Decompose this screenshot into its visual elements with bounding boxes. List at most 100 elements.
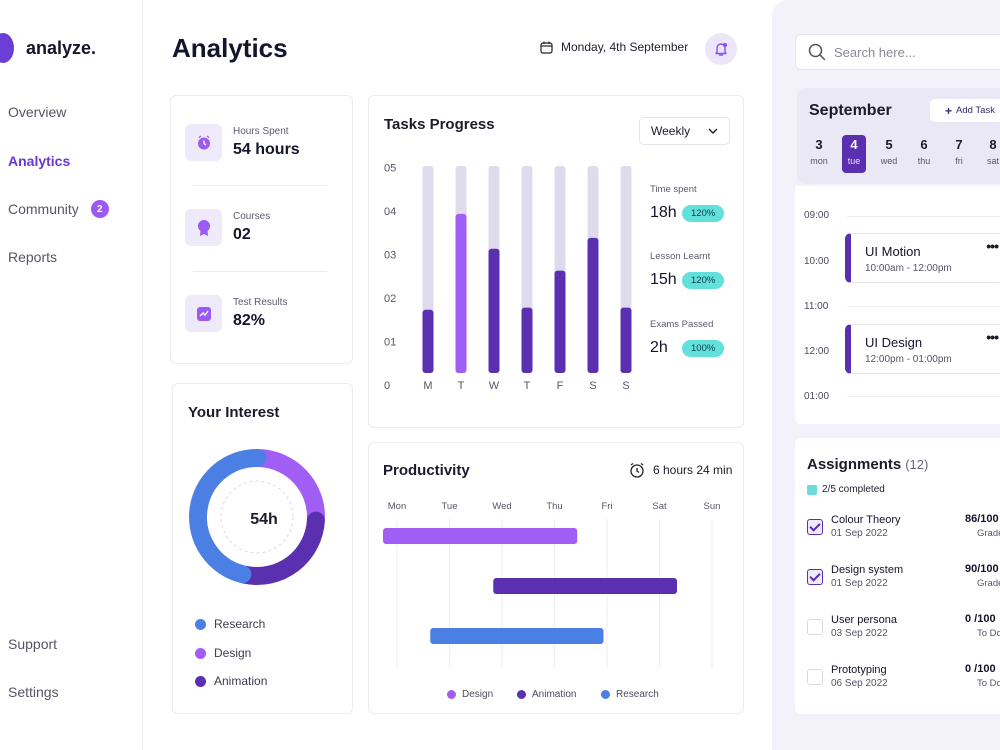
sidebar-item-community[interactable]: Community 2 xyxy=(8,200,109,218)
side-stat-label: Lesson Learnt xyxy=(650,251,711,262)
stats-card: Hours Spent 54 hours Courses 02 Test Resul… xyxy=(170,95,353,364)
bar[interactable] xyxy=(422,309,434,373)
donut-inner-ring xyxy=(220,480,294,554)
alarm-clock-icon xyxy=(630,462,644,478)
legend-item-design: Design xyxy=(195,646,251,660)
x-tick-label: T xyxy=(458,380,465,392)
event-title: UI Design xyxy=(865,335,923,350)
sidebar-item-label: Analytics xyxy=(8,153,71,169)
sidebar-item-settings[interactable]: Settings xyxy=(8,684,59,700)
side-stat-label: Time spent xyxy=(650,184,697,195)
bar[interactable] xyxy=(554,270,566,373)
sidebar-item-overview[interactable]: Overview xyxy=(8,104,66,120)
divider xyxy=(193,185,327,186)
chevron-down-icon xyxy=(708,128,718,134)
sidebar-item-reports[interactable]: Reports xyxy=(8,249,57,265)
sidebar-item-analytics[interactable]: Analytics xyxy=(8,153,70,169)
date-display[interactable]: Monday, 4th September xyxy=(540,40,688,54)
assignment-checkbox[interactable] xyxy=(807,569,823,585)
sidebar-item-label: Support xyxy=(8,636,58,652)
assignment-row[interactable]: Colour Theory 01 Sep 2022 86/100 Grade xyxy=(807,513,1000,553)
assignment-grade: 0 /100 xyxy=(965,663,996,675)
productivity-title: Productivity xyxy=(383,462,470,479)
x-tick-label: M xyxy=(423,380,432,392)
range-bar[interactable] xyxy=(430,628,604,644)
assignment-checkbox[interactable] xyxy=(807,669,823,685)
calendar-day-selected[interactable]: 4 tue xyxy=(842,135,866,173)
y-tick-label: 04 xyxy=(384,206,396,218)
interest-title: Your Interest xyxy=(188,404,280,421)
assignment-date: 01 Sep 2022 xyxy=(831,528,888,539)
donut-slice[interactable] xyxy=(189,449,267,584)
stat-label: Hours Spent xyxy=(233,126,289,137)
day-number: 6 xyxy=(920,137,928,152)
productivity-time: 6 hours 24 min xyxy=(629,462,732,478)
assignment-row[interactable]: Design system 01 Sep 2022 90/100 Grade xyxy=(807,563,1000,603)
assignment-checkbox[interactable] xyxy=(807,619,823,635)
calendar-day[interactable]: 6 thu xyxy=(912,135,936,173)
stat-exams-passed: Exams Passed 2h 100% xyxy=(650,319,725,357)
assignment-grade: 0 /100 xyxy=(965,613,996,625)
badge-icon xyxy=(185,209,222,246)
bar[interactable] xyxy=(587,237,599,373)
day-name: fri xyxy=(955,156,963,166)
legend-dot xyxy=(195,675,206,687)
tasks-bar-chart: 0 01 02 03 04 05 M T W T F S S xyxy=(384,163,632,392)
assignment-status: Grade xyxy=(977,578,1000,589)
assignment-row[interactable]: User persona 03 Sep 2022 0 /100 To Do xyxy=(807,613,1000,653)
legend-dot xyxy=(517,690,526,699)
calendar-day[interactable]: 7 fri xyxy=(947,135,971,173)
bar[interactable] xyxy=(620,307,632,373)
assignment-checkbox[interactable] xyxy=(807,519,823,535)
assignment-name: User persona xyxy=(831,614,898,626)
more-icon[interactable]: ••• xyxy=(986,238,999,254)
range-bar[interactable] xyxy=(383,528,578,544)
bar[interactable] xyxy=(521,307,533,373)
assignment-date: 03 Sep 2022 xyxy=(831,628,888,639)
add-task-button[interactable]: + Add Task xyxy=(930,99,1000,122)
stat-time-spent: Time spent 18h 120% xyxy=(650,184,725,222)
sidebar-item-label: Reports xyxy=(8,249,58,265)
event-ui-motion[interactable]: UI Motion 10:00am - 12:00pm ••• xyxy=(845,233,1000,283)
bar[interactable] xyxy=(488,248,500,373)
logo[interactable]: analyze. xyxy=(0,33,96,63)
side-stat-pill: 120% xyxy=(682,204,725,222)
notification-button[interactable] xyxy=(705,33,737,65)
bar[interactable] xyxy=(455,213,467,373)
notification-badge: 2 xyxy=(90,200,109,218)
assignments-title: Assignments (12) xyxy=(807,456,928,473)
period-select[interactable]: Weekly xyxy=(639,117,730,145)
calendar-day[interactable]: 3 mon xyxy=(807,135,831,173)
y-tick-label: 01 xyxy=(384,337,396,349)
assignment-name: Colour Theory xyxy=(831,514,901,526)
x-tick-label: Mon xyxy=(388,501,406,512)
day-name: tue xyxy=(847,156,861,166)
sidebar-item-support[interactable]: Support xyxy=(8,636,57,652)
stat-courses: Courses 02 xyxy=(185,209,270,246)
x-tick-label: Sat xyxy=(652,501,667,512)
more-icon[interactable]: ••• xyxy=(986,329,999,345)
divider xyxy=(193,271,327,272)
donut-slice[interactable] xyxy=(251,449,325,527)
search-input[interactable] xyxy=(834,44,1000,60)
assignment-grade: 86/100 xyxy=(965,513,999,525)
period-value: Weekly xyxy=(651,124,691,138)
search-box[interactable] xyxy=(795,34,1000,70)
stat-value: 54 hours xyxy=(233,141,300,158)
donut-slice[interactable] xyxy=(236,511,325,585)
legend-dot xyxy=(195,647,206,659)
time-label: 12:00 xyxy=(804,346,830,357)
calendar-day[interactable]: 5 wed xyxy=(877,135,901,173)
event-title: UI Motion xyxy=(865,244,921,259)
page-title: Analytics xyxy=(172,33,288,63)
legend-dot xyxy=(195,618,206,630)
range-bar[interactable] xyxy=(493,578,677,594)
side-stat-value: 15h xyxy=(650,271,677,288)
legend-dot xyxy=(447,690,456,699)
interest-donut-chart xyxy=(189,449,325,585)
assignment-row[interactable]: Prototyping 06 Sep 2022 0 /100 To Do xyxy=(807,663,1000,703)
calendar-strip: September + Add Task 3 mon 4 tue 5 wed 6 thu … xyxy=(797,88,1000,184)
calendar-day[interactable]: 8 sat xyxy=(981,135,1000,173)
event-ui-design[interactable]: UI Design 12:00pm - 01:00pm ••• xyxy=(845,324,1000,374)
stat-value: 02 xyxy=(233,226,251,243)
